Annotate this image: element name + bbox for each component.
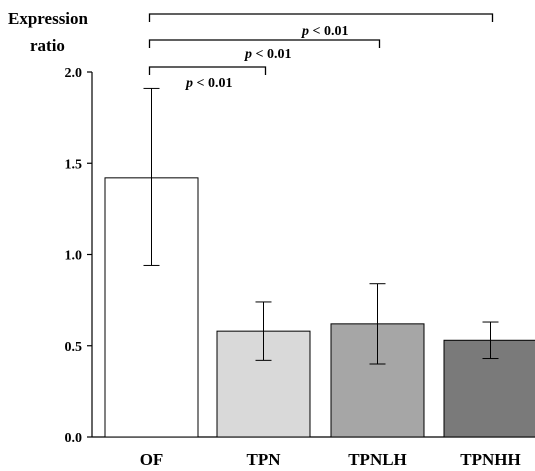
y-tick-label: 0.0 (65, 431, 83, 446)
significance-label: p < 0.01 (185, 76, 232, 91)
bar-tpnhh (443, 339, 535, 438)
y-tick-label: 1.5 (65, 157, 83, 172)
bars (104, 177, 535, 438)
y-axis-label-line1: Expression (8, 9, 89, 28)
y-tick-label: 1.0 (65, 249, 83, 264)
significance-bracket (148, 13, 494, 22)
significance-bracket (148, 66, 267, 75)
y-tick-label: 0.5 (65, 340, 83, 355)
error-bars (143, 87, 499, 365)
y-tick-label: 2.0 (65, 66, 83, 81)
category-label-tpn: TPN (247, 450, 282, 469)
category-label-of: OF (140, 450, 164, 469)
category-label-tpnlh: TPNLH (348, 450, 407, 469)
category-labels: OF TPN TPNLH TPNHH (140, 450, 521, 469)
significance-brackets: p < 0.01 p < 0.01 p < 0.01 (148, 13, 494, 91)
significance-label: p < 0.01 (301, 24, 348, 39)
category-label-tpnhh: TPNHH (460, 450, 520, 469)
y-axis-label-line2: ratio (30, 36, 65, 55)
significance-bracket (148, 39, 381, 48)
significance-label: p < 0.01 (244, 47, 291, 62)
